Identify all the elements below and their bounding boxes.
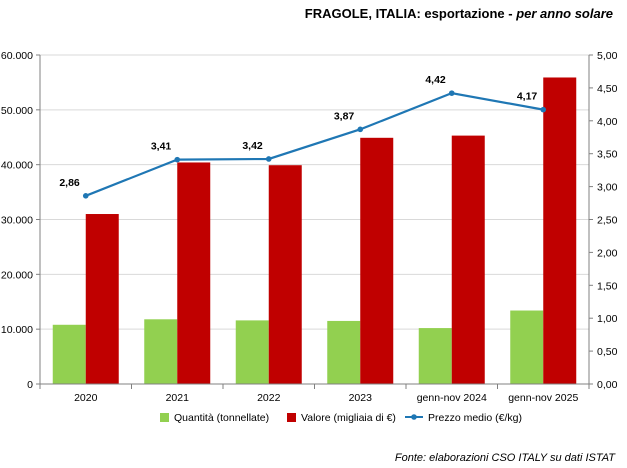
y-right-tick-label: 0,50: [597, 346, 618, 358]
bar-valore: [360, 137, 394, 384]
source-note: Fonte: elaborazioni CSO ITALY su dati IS…: [394, 452, 615, 464]
price-data-label: 2,86: [59, 177, 80, 189]
bar-quantita: [52, 324, 86, 384]
y-right-tick-label: 4,50: [597, 83, 618, 95]
y-left-tick-label: 10.000: [1, 324, 33, 336]
legend-label: Valore (migliaia di €): [301, 412, 396, 424]
price-point: [82, 193, 89, 199]
price-data-label: 3,87: [334, 110, 355, 122]
bar-quantita: [418, 328, 452, 384]
y-right-tick-label: 5,00: [597, 50, 618, 62]
price-point: [357, 126, 364, 133]
y-right-tick-label: 4,00: [597, 116, 618, 128]
axes: 0 10.000 20.000 30.000 40.000 50.000 60.000 0,0…: [1, 50, 618, 404]
y-left-tick-label: 30.000: [1, 215, 33, 227]
legend-label: Prezzo medio (€/kg): [428, 412, 522, 424]
price-data-label: 4,42: [425, 74, 446, 86]
price-point: [540, 106, 547, 113]
price-point: [448, 90, 455, 96]
y-right-tick-label: 3,00: [597, 182, 618, 194]
y-left-tick-label: 50.000: [1, 105, 33, 117]
y-right-tick-label: 3,50: [597, 149, 618, 161]
y-left-tick-label: 20.000: [1, 269, 33, 281]
price-data-label: 4,17: [517, 91, 538, 103]
bar-valore: [451, 135, 485, 384]
x-tick-label: 2022: [257, 392, 281, 404]
x-tick-label: 2021: [166, 392, 190, 404]
y-right-tick-label: 0,00: [597, 379, 618, 391]
y-left-tick-label: 40.000: [1, 160, 33, 172]
x-tick-label: 2020: [74, 392, 98, 404]
bar-valore: [543, 77, 577, 385]
y-right-tick-label: 2,00: [597, 247, 618, 259]
bar-quantita: [327, 320, 361, 384]
bar-quantita: [235, 320, 269, 384]
y-left-tick-label: 0: [27, 379, 33, 391]
x-tick-label: 2023: [349, 392, 373, 404]
y-left-tick-label: 60.000: [1, 50, 33, 62]
legend-swatch-marker: [411, 414, 417, 420]
legend: Quantità (tonnellate) Valore (migliaia di…: [160, 412, 522, 424]
chart-title: FRAGOLE, ITALIA: esportazione - per anno…: [305, 6, 613, 21]
price-point: [265, 156, 272, 162]
y-right-tick-label: 1,50: [597, 280, 618, 292]
bar-valore: [85, 214, 119, 384]
bars: [52, 77, 577, 385]
bar-valore: [177, 162, 211, 384]
x-tick-label: genn-nov 2025: [508, 392, 578, 404]
bar-quantita: [144, 319, 178, 384]
y-right-tick-label: 2,50: [597, 215, 618, 227]
chart-title-main: FRAGOLE, ITALIA: esportazione -: [304, 6, 513, 21]
data-labels: 2,86 3,41 3,42 3,87 4,42 4,17: [59, 74, 537, 189]
legend-swatch: [160, 413, 169, 422]
price-point: [174, 156, 181, 163]
price-series-line: [85, 92, 544, 197]
legend-swatch: [287, 413, 296, 422]
gridlines: [40, 54, 589, 330]
price-data-label: 3,41: [151, 141, 172, 153]
y-right-tick-label: 1,00: [597, 313, 618, 325]
price-line: [82, 90, 547, 199]
bar-quantita: [510, 310, 544, 384]
chart-title-sub: per anno solare: [516, 6, 613, 21]
bar-valore: [268, 165, 302, 384]
x-tick-label: genn-nov 2024: [417, 392, 487, 404]
legend-label: Quantità (tonnellate): [174, 412, 269, 424]
price-data-label: 3,42: [242, 140, 263, 152]
